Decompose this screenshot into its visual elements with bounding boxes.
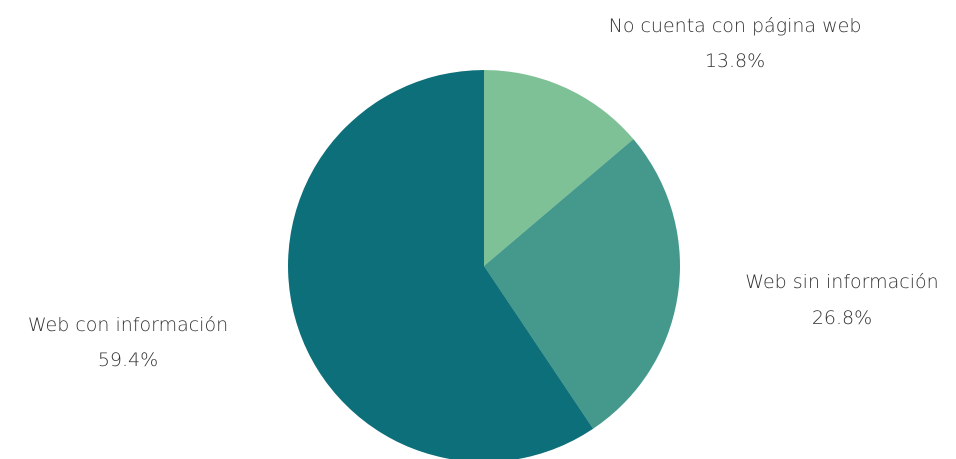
slice-value-web-con-informacion: 59.4% (98, 349, 158, 371)
slice-value-web-sin-informacion: 26.8% (812, 307, 872, 329)
pie-labels: No cuenta con página web 13.8% Web sin i… (28, 15, 939, 371)
pie-slices (288, 70, 681, 459)
slice-label-web-sin-informacion: Web sin información (745, 271, 938, 293)
slice-value-no-cuenta-con-pagina-web: 13.8% (705, 50, 765, 72)
pie-slice-no-cuenta-con-pagina-web (484, 70, 634, 266)
pie-slice-web-sin-informacion (484, 139, 681, 429)
slice-label-web-con-informacion: Web con información (28, 314, 228, 336)
slice-label-no-cuenta-con-pagina-web: No cuenta con página web (609, 15, 862, 37)
pie-slice-web-con-informacion (288, 70, 594, 459)
